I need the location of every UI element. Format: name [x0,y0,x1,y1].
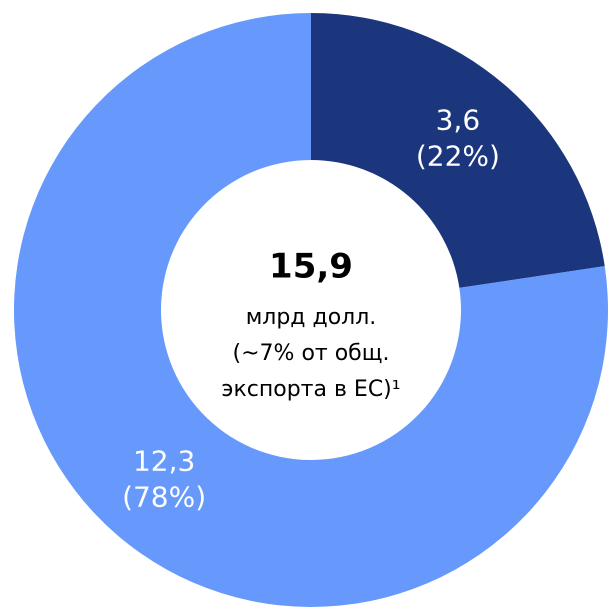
slices [13,13,608,607]
center-line: (~7% от общ. [233,341,390,366]
center-value: 15,9 [269,247,353,287]
value-label: 3,6 [436,104,481,137]
percent-label: (78%) [122,480,206,513]
value-label: 12,3 [133,444,195,477]
center-line: экспорта в ЕС)¹ [221,377,400,402]
percent-label: (22%) [416,140,500,173]
center-line: млрд долл. [246,305,377,330]
donut-slice [311,13,605,288]
donut-slice [13,13,608,607]
